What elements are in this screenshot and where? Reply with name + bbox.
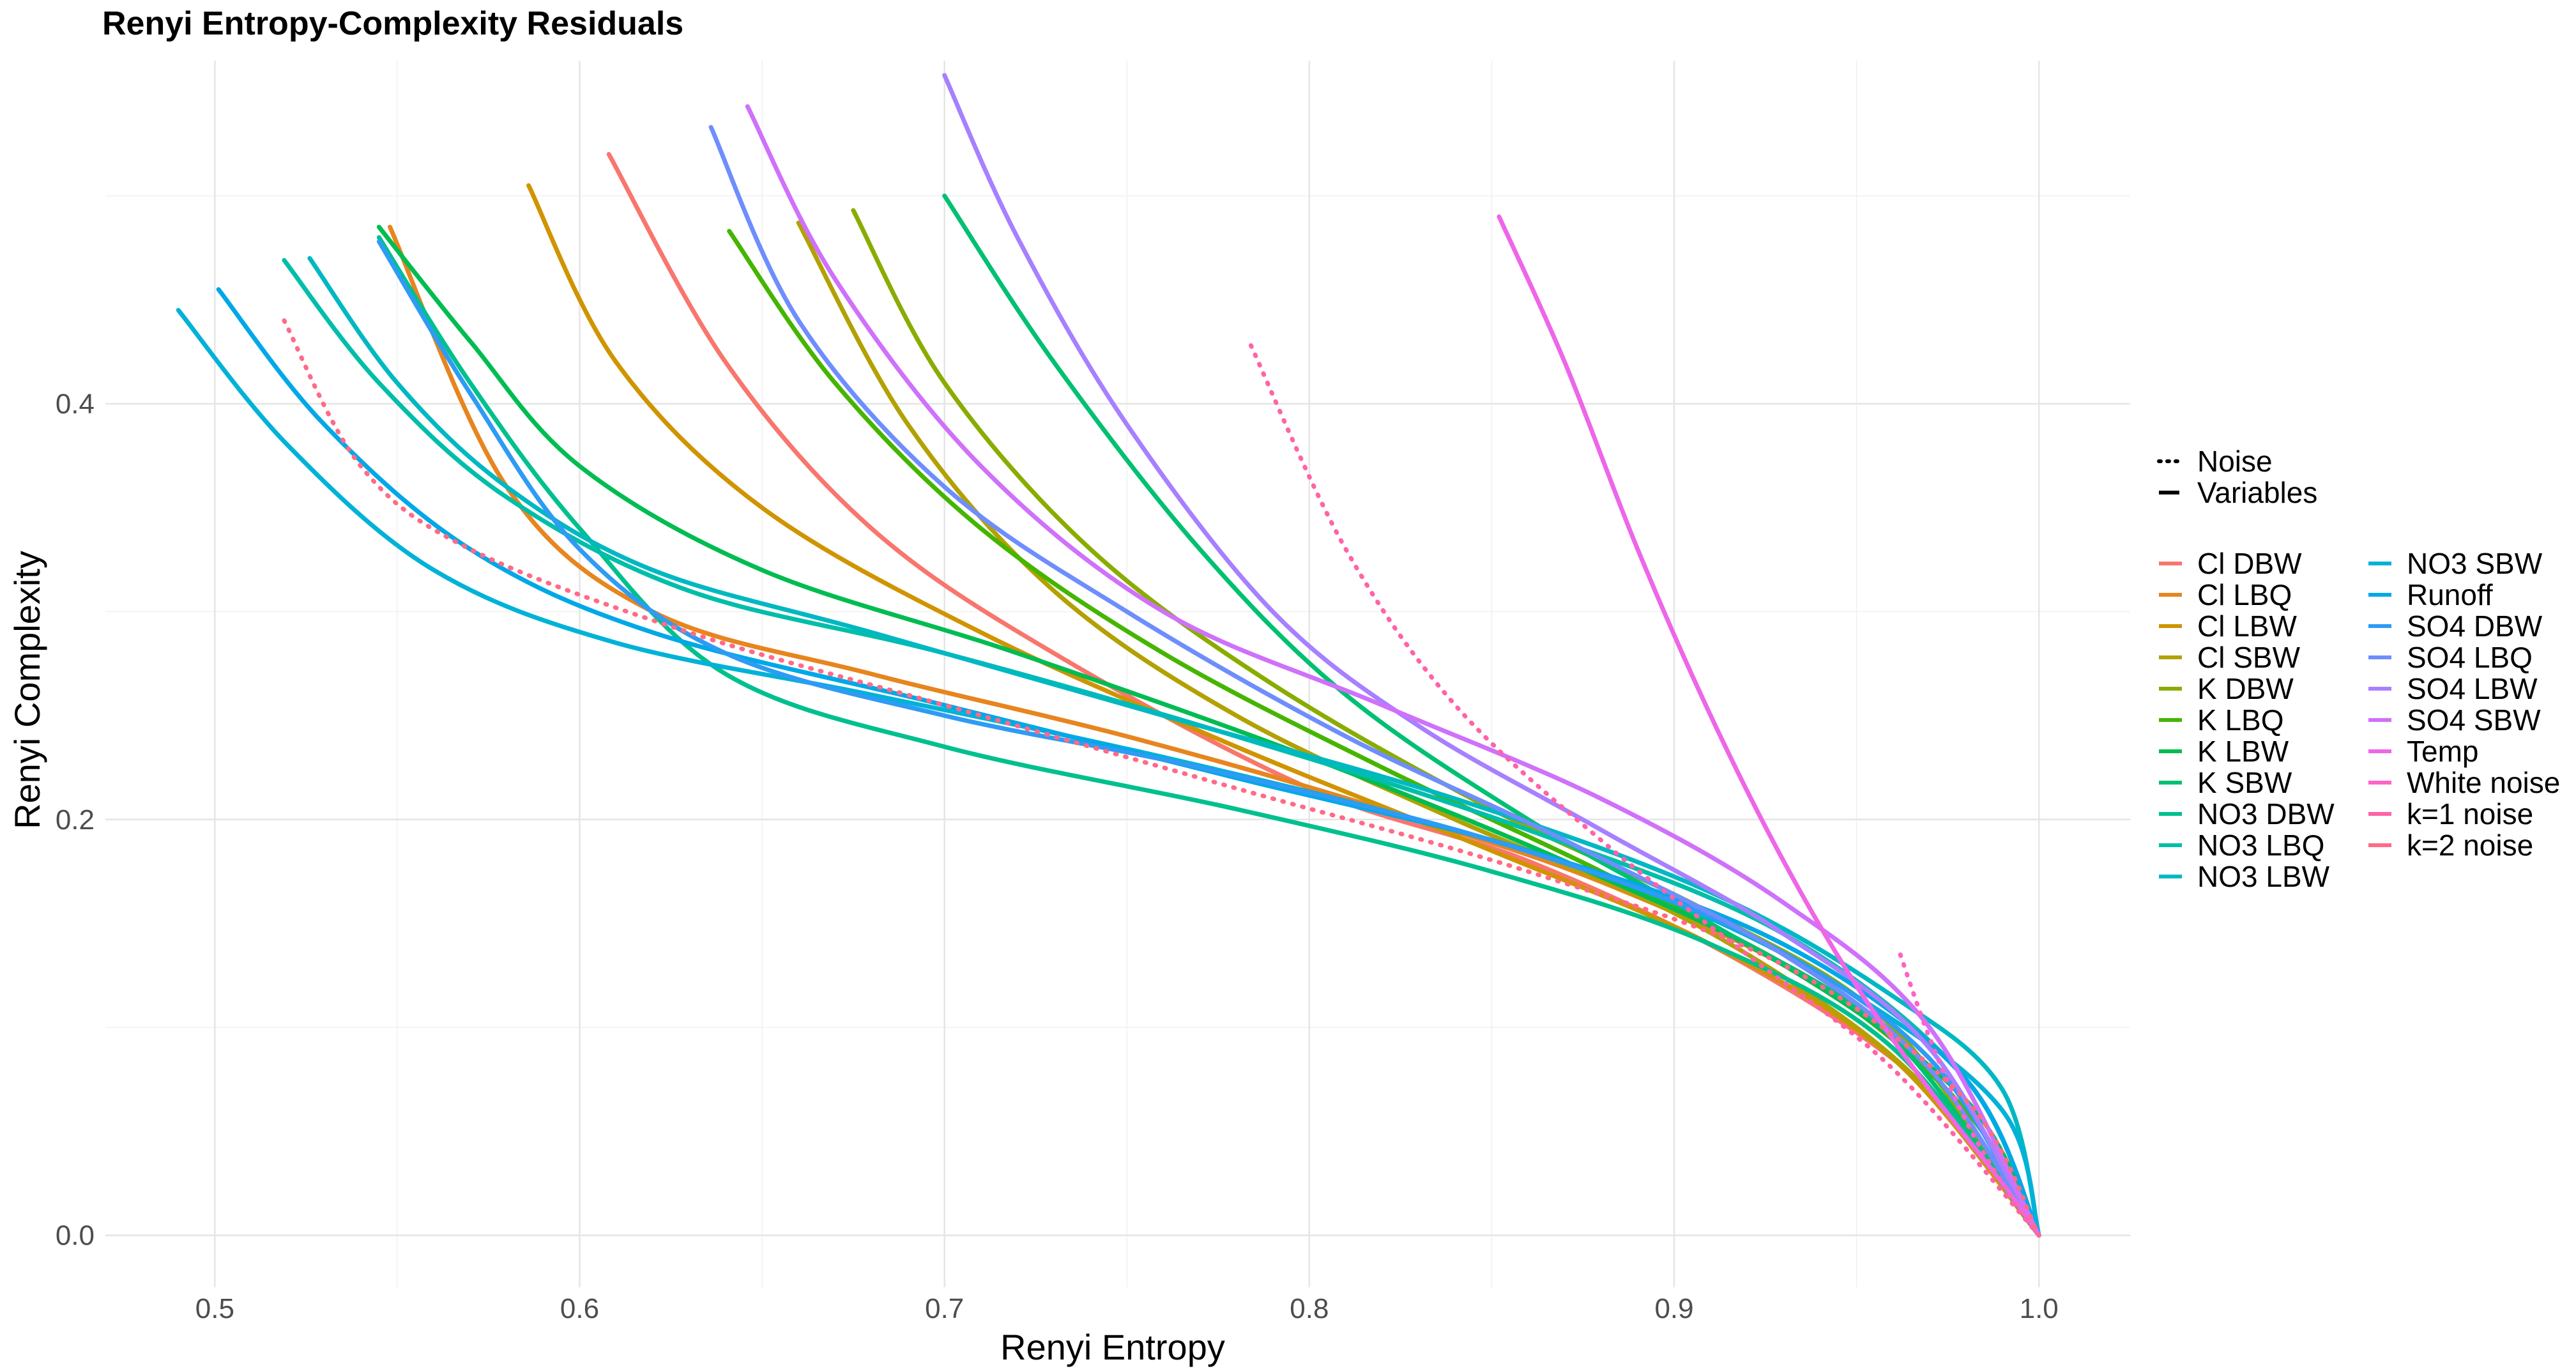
- legend-label-no3-lbw: NO3 LBW: [2197, 860, 2330, 893]
- legend-label-cl-lbq: Cl LBQ: [2197, 578, 2292, 611]
- series-line-no3-lbw: [307, 256, 2041, 1238]
- series-line-white-noise: [1898, 952, 2041, 1238]
- x-tick-label: 1.0: [2020, 1293, 2059, 1324]
- legend-label-no3-sbw: NO3 SBW: [2407, 547, 2543, 580]
- series-line-cl-sbw: [796, 220, 2041, 1238]
- series-line-so4-lbq: [708, 125, 2041, 1238]
- legend-label-cl-sbw: Cl SBW: [2197, 641, 2301, 674]
- series-line-no3-dbw: [376, 235, 2041, 1238]
- series-line-so4-sbw: [745, 104, 2041, 1238]
- x-tick-label: 0.8: [1290, 1293, 1329, 1324]
- y-tick-label: 0.2: [56, 804, 95, 836]
- legend-label-runoff: Runoff: [2407, 578, 2493, 611]
- series-line-k-lbw: [376, 224, 2041, 1238]
- legend-label-white-noise: White noise: [2407, 766, 2560, 799]
- grid: [105, 61, 2130, 1287]
- y-axis-ticks: 0.0 0.2 0.4: [56, 388, 95, 1252]
- legend-label-k-dbw: K DBW: [2197, 672, 2294, 705]
- series-line-k-dbw: [851, 208, 2041, 1238]
- legend-label-no3-dbw: NO3 DBW: [2197, 797, 2335, 831]
- legend-label-variables: Variables: [2197, 476, 2317, 509]
- legend-label-noise: Noise: [2197, 445, 2273, 478]
- series-line-so4-dbw: [376, 239, 2041, 1238]
- x-tick-label: 0.5: [195, 1293, 234, 1324]
- x-axis-ticks: 0.5 0.6 0.7 0.8 0.9 1.0: [195, 1293, 2059, 1324]
- chart-title: Renyi Entropy-Complexity Residuals: [102, 5, 683, 42]
- legend-label-k-2-noise: k=2 noise: [2407, 829, 2533, 862]
- legend-label-cl-lbw: Cl LBW: [2197, 609, 2297, 643]
- legend-label-k-sbw: K SBW: [2197, 766, 2292, 799]
- legend-label-so4-dbw: SO4 DBW: [2407, 609, 2543, 643]
- x-tick-label: 0.9: [1654, 1293, 1693, 1324]
- series-layer: [176, 73, 2041, 1238]
- legend-label-cl-dbw: Cl DBW: [2197, 547, 2302, 580]
- series-line-cl-dbw: [606, 151, 2041, 1238]
- legend-label-k-lbw: K LBW: [2197, 735, 2289, 768]
- legend-label-so4-sbw: SO4 SBW: [2407, 703, 2541, 737]
- y-axis-title: Renyi Complexity: [7, 551, 47, 829]
- legend-label-so4-lbq: SO4 LBQ: [2407, 641, 2533, 674]
- legend-label-no3-lbq: NO3 LBQ: [2197, 829, 2324, 862]
- y-tick-label: 0.4: [56, 388, 95, 420]
- legend-label-k-1-noise: k=1 noise: [2407, 797, 2533, 831]
- series-line-so4-lbw: [942, 73, 2041, 1238]
- legend-label-k-lbq: K LBQ: [2197, 703, 2284, 737]
- y-tick-label: 0.0: [56, 1220, 95, 1252]
- x-axis-title: Renyi Entropy: [1000, 1327, 1225, 1367]
- legend-label-so4-lbw: SO4 LBW: [2407, 672, 2538, 705]
- x-tick-label: 0.7: [925, 1293, 964, 1324]
- series-line-k-1-noise: [1249, 343, 2041, 1238]
- series-line-cl-lbw: [526, 183, 2041, 1238]
- series-line-k-lbq: [727, 229, 2041, 1238]
- series-line-runoff: [216, 287, 2041, 1238]
- series-line-k-2-noise: [282, 318, 2041, 1238]
- x-tick-label: 0.6: [560, 1293, 599, 1324]
- legend-label-temp: Temp: [2407, 735, 2478, 768]
- series-line-temp: [1497, 214, 2041, 1238]
